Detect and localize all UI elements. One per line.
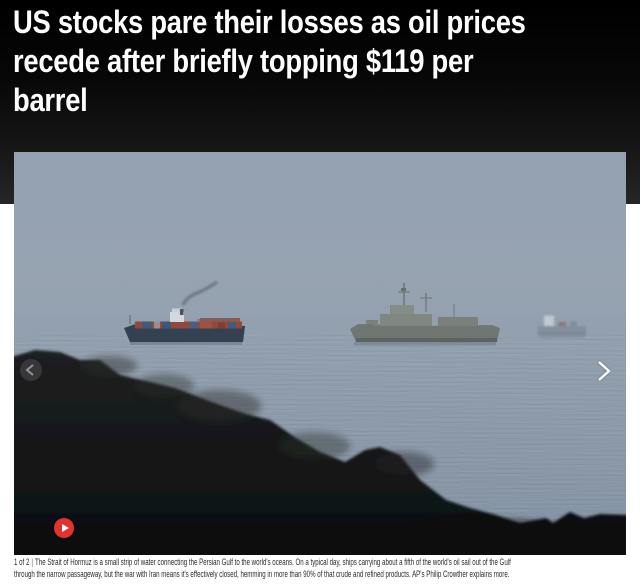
shoreline-rocks <box>14 350 626 555</box>
photo-scene <box>14 280 626 555</box>
carousel-prev-button[interactable] <box>20 359 42 381</box>
caption-counter: 1 of 2 <box>14 557 30 567</box>
navy-ship <box>350 283 500 346</box>
container-ship <box>124 280 245 345</box>
caption-separator: | <box>31 557 34 567</box>
small-ship <box>538 315 586 338</box>
ship-smoke <box>181 280 218 306</box>
chevron-left-icon <box>25 364 34 376</box>
photo-carousel <box>14 152 626 555</box>
caption-text: The Strait of Hormuz is a small strip of… <box>14 557 511 579</box>
carousel-next-button[interactable] <box>593 359 615 383</box>
play-icon <box>62 524 69 532</box>
video-play-button[interactable] <box>54 518 74 538</box>
photo-caption: 1 of 2 | The Strait of Hormuz is a small s… <box>14 557 626 585</box>
article-headline: US stocks pare their losses as oil price… <box>13 4 526 118</box>
chevron-right-icon <box>598 361 611 381</box>
